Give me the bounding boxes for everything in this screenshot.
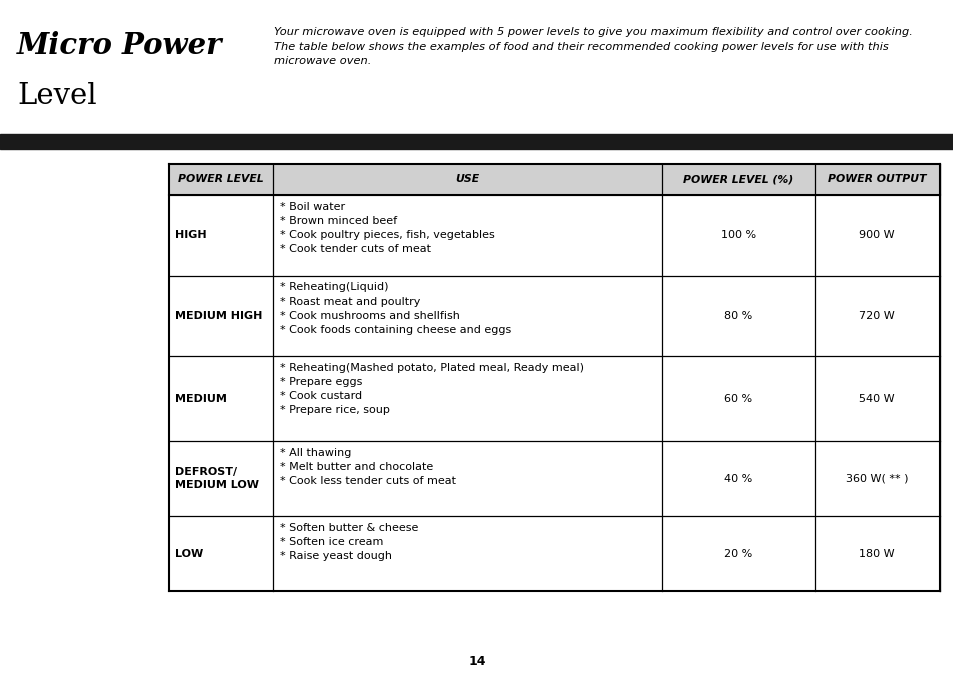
Text: DEFROST/
MEDIUM LOW: DEFROST/ MEDIUM LOW <box>174 467 258 490</box>
Text: * Boil water
* Brown minced beef
* Cook poultry pieces, fish, vegetables
* Cook : * Boil water * Brown minced beef * Cook … <box>279 202 494 254</box>
Text: Level: Level <box>17 82 96 110</box>
Text: * Soften butter & cheese
* Soften ice cream
* Raise yeast dough: * Soften butter & cheese * Soften ice cr… <box>279 523 417 561</box>
Text: POWER OUTPUT: POWER OUTPUT <box>827 175 925 184</box>
Bar <box>169 164 939 195</box>
Text: * Reheating(Mashed potato, Plated meal, Ready meal)
* Prepare eggs
* Cook custar: * Reheating(Mashed potato, Plated meal, … <box>279 363 583 415</box>
Text: 540 W: 540 W <box>859 394 894 404</box>
Text: 60 %: 60 % <box>723 394 752 404</box>
Text: 900 W: 900 W <box>859 231 894 240</box>
Text: 720 W: 720 W <box>859 311 894 321</box>
Text: Micro Power: Micro Power <box>17 31 222 60</box>
Text: POWER LEVEL (%): POWER LEVEL (%) <box>682 175 793 184</box>
Text: 80 %: 80 % <box>723 311 752 321</box>
Text: * Reheating(Liquid)
* Roast meat and poultry
* Cook mushrooms and shellfish
* Co: * Reheating(Liquid) * Roast meat and pou… <box>279 282 510 335</box>
Text: 20 %: 20 % <box>723 549 752 559</box>
Text: MEDIUM HIGH: MEDIUM HIGH <box>174 311 262 321</box>
Text: USE: USE <box>455 175 479 184</box>
Text: 360 W( ** ): 360 W( ** ) <box>845 474 907 484</box>
Text: Your microwave oven is equipped with 5 power levels to give you maximum flexibil: Your microwave oven is equipped with 5 p… <box>274 27 912 66</box>
Text: * All thawing
* Melt butter and chocolate
* Cook less tender cuts of meat: * All thawing * Melt butter and chocolat… <box>279 448 456 486</box>
Text: MEDIUM: MEDIUM <box>174 394 226 404</box>
Text: 40 %: 40 % <box>723 474 752 484</box>
Text: LOW: LOW <box>174 549 203 559</box>
Text: 180 W: 180 W <box>859 549 894 559</box>
Text: POWER LEVEL: POWER LEVEL <box>178 175 263 184</box>
Bar <box>0 134 953 149</box>
Text: HIGH: HIGH <box>174 231 206 240</box>
Text: 100 %: 100 % <box>720 231 756 240</box>
Text: 14: 14 <box>468 655 485 668</box>
